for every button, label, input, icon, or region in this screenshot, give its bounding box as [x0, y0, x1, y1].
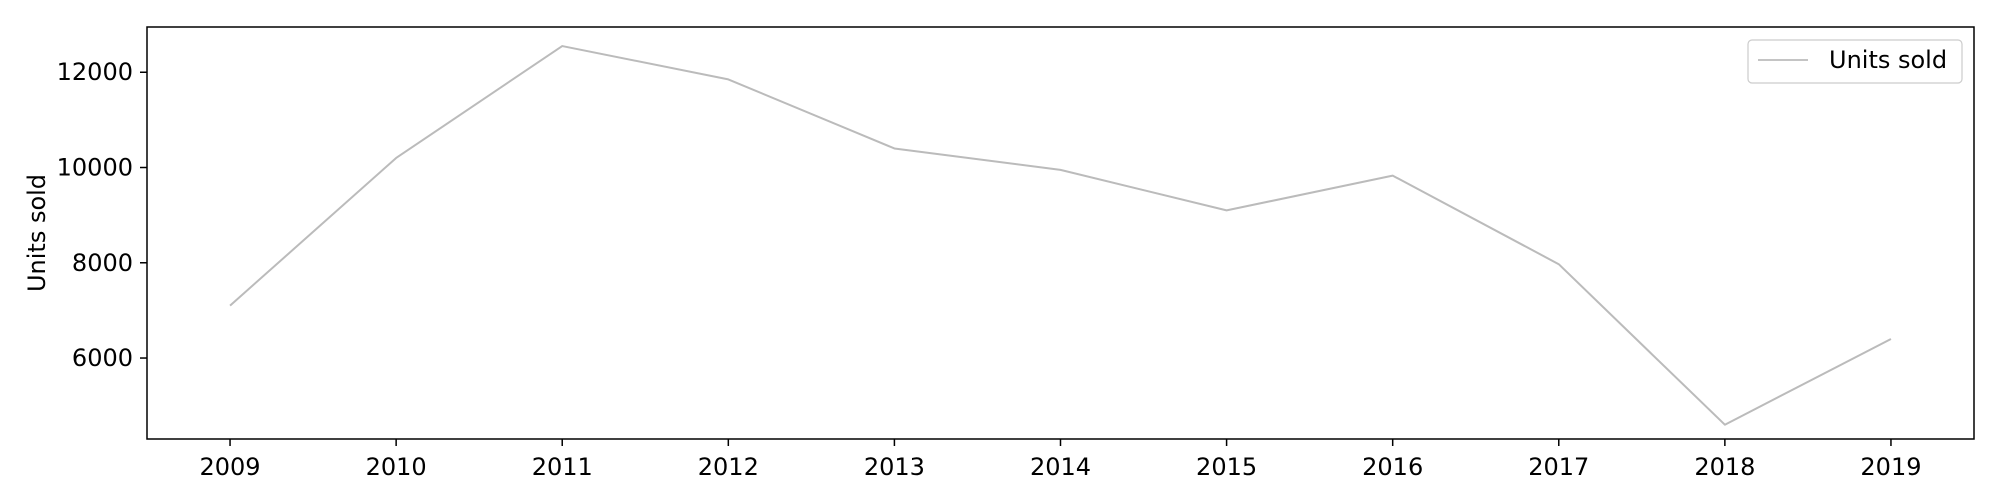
- x-tick-label: 2013: [864, 453, 925, 481]
- legend-label-units-sold: Units sold: [1829, 46, 1947, 74]
- y-tick-label: 6000: [72, 344, 133, 372]
- y-tick-label: 10000: [57, 154, 133, 182]
- legend: Units sold: [1747, 39, 1963, 84]
- x-tick-label: 2019: [1860, 453, 1921, 481]
- series-line-units-sold: [229, 45, 1892, 426]
- x-tick-label: 2012: [698, 453, 759, 481]
- x-tick-label: 2015: [1196, 453, 1257, 481]
- y-axis-label: Units sold: [23, 174, 51, 292]
- series-layer: [229, 45, 1892, 426]
- x-tick-label: 2018: [1694, 453, 1755, 481]
- y-tick-label: 8000: [72, 249, 133, 277]
- x-tick-label: 2011: [532, 453, 593, 481]
- x-tick-label: 2017: [1528, 453, 1589, 481]
- y-tick-label: 12000: [57, 58, 133, 86]
- x-axis-ticks: 2009 2010 2011 2012 2013 2014 2015 2016 2017 2018…: [200, 439, 1921, 481]
- x-tick-label: 2010: [366, 453, 427, 481]
- y-axis-ticks: 6000 8000 10000 12000: [57, 58, 147, 372]
- x-tick-label: 2009: [200, 453, 261, 481]
- legend-box: [1747, 39, 1963, 84]
- plot-frame: [146, 26, 1975, 440]
- x-tick-label: 2014: [1030, 453, 1091, 481]
- x-tick-label: 2016: [1362, 453, 1423, 481]
